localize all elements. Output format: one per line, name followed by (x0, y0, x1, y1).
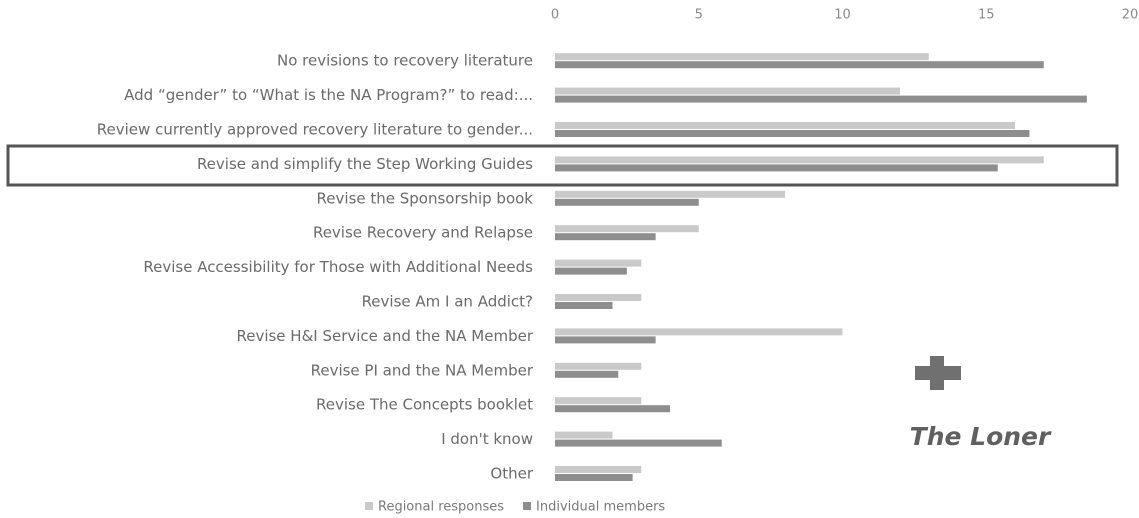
bar (555, 431, 613, 439)
x-tick-label: 10 (834, 8, 851, 23)
bar (555, 156, 1044, 164)
bar (555, 122, 1015, 129)
bar (555, 61, 1044, 69)
bar (555, 474, 633, 481)
bar (555, 336, 656, 344)
bar (555, 362, 642, 370)
bar (555, 439, 722, 447)
bar (555, 164, 998, 172)
y-tick-label: Review currently approved recovery liter… (97, 121, 533, 139)
bar (555, 370, 619, 378)
y-tick-label: Revise Accessibility for Those with Addi… (143, 258, 533, 276)
bar (555, 302, 613, 309)
x-tick-label: 15 (978, 8, 995, 23)
y-tick-label: Other (490, 465, 533, 483)
bar (555, 198, 699, 206)
logo-text: The Loner (910, 422, 1052, 451)
bar (555, 405, 670, 413)
bar (555, 95, 1087, 103)
y-tick-label: I don't know (441, 430, 533, 448)
y-tick-label: Revise Am I an Addict? (362, 293, 533, 311)
bar (555, 267, 627, 275)
logo-cross (915, 366, 961, 380)
bar (555, 294, 642, 301)
bar (555, 130, 1030, 137)
bar (555, 87, 900, 95)
legend-label: Regional responses (378, 500, 504, 515)
y-tick-label: Revise Recovery and Relapse (313, 224, 533, 242)
y-tick-label: No revisions to recovery literature (277, 52, 533, 70)
y-tick-label: Revise and simplify the Step Working Gui… (197, 155, 533, 173)
bar (555, 466, 642, 473)
bar (555, 397, 642, 405)
legend-swatch (365, 502, 373, 510)
y-tick-label: Revise PI and the NA Member (311, 361, 534, 379)
bar (555, 225, 699, 233)
x-tick-label: 0 (551, 8, 559, 23)
legend-label: Individual members (536, 500, 665, 515)
x-tick-label: 5 (695, 8, 703, 23)
y-tick-label: Revise H&I Service and the NA Member (236, 327, 533, 345)
bar (555, 233, 656, 241)
logo: The Loner (910, 356, 1052, 451)
x-tick-label: 20 (1122, 8, 1139, 23)
bar (555, 190, 785, 198)
y-tick-label: Revise the Sponsorship book (317, 189, 534, 207)
bar (555, 328, 843, 336)
y-tick-label: Revise The Concepts booklet (316, 396, 533, 414)
highlight-box (6, 144, 1119, 187)
legend-swatch (523, 502, 532, 510)
y-tick-label: Add “gender” to “What is the NA Program?… (124, 86, 533, 104)
bar (555, 259, 642, 267)
bar (555, 53, 929, 61)
